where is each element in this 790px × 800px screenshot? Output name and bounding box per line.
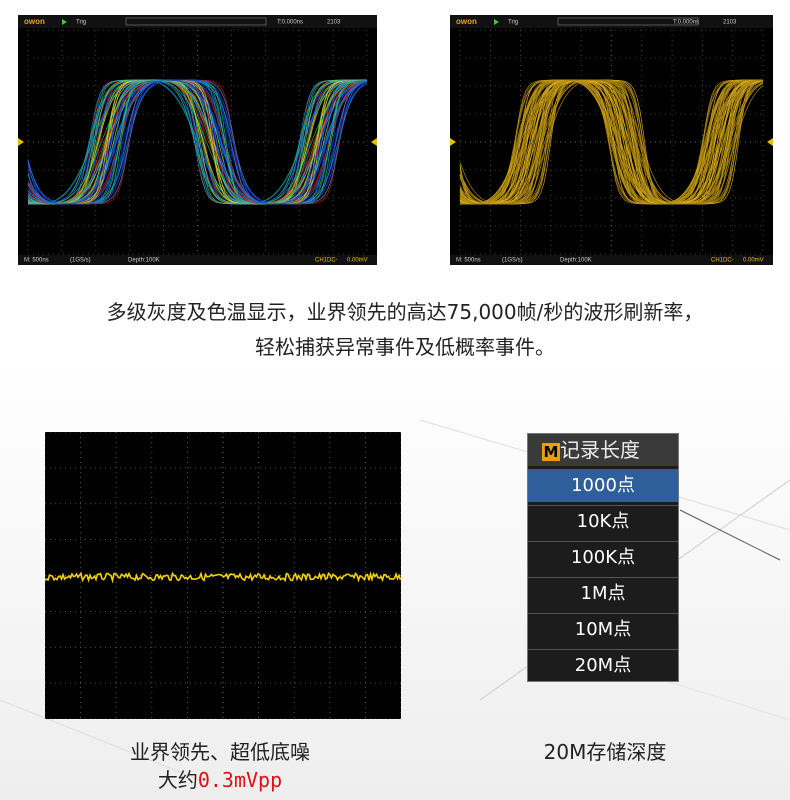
menu-icon: M bbox=[542, 443, 560, 461]
waveform-trace bbox=[460, 79, 763, 205]
waveform-trace bbox=[27, 79, 367, 205]
waveform-trace bbox=[459, 79, 763, 205]
waveform-trace bbox=[459, 79, 763, 205]
run-icon bbox=[494, 19, 499, 25]
waveform-trace bbox=[27, 79, 368, 205]
noise-trace bbox=[45, 570, 401, 584]
scope-screen: owon Trig T:0.000ns 2103 M: 500ns (1GS/s) Dept… bbox=[18, 15, 377, 265]
channel: CH1DC- bbox=[315, 258, 338, 264]
waveform-trace bbox=[459, 79, 764, 205]
timeline bbox=[125, 17, 267, 26]
noise-value: 0.3mVpp bbox=[197, 768, 283, 792]
run-icon bbox=[62, 19, 67, 25]
menu-item[interactable]: 20M点 bbox=[528, 649, 678, 681]
timebase: M: 500ns bbox=[24, 258, 49, 264]
depth-caption: 20M存储深度 bbox=[543, 740, 667, 764]
menu-item[interactable]: 10M点 bbox=[528, 613, 678, 646]
record-length-menu: M记录长度 1000点 10K点 100K点 1M点 10M点 20M点 bbox=[527, 433, 679, 682]
trig: Trig bbox=[508, 20, 518, 26]
time-offset: T:0.000ns bbox=[277, 20, 303, 26]
trigger-level: 0.00mV bbox=[743, 258, 764, 264]
scope-svg: owon Trig T:0.000ns 2103 M: 500ns (1GS/s) Dept… bbox=[18, 15, 377, 265]
waveform-trace bbox=[27, 79, 368, 205]
deco-line bbox=[679, 509, 781, 561]
scope-svg: owon Trig T:0.000ns 2103 M: 500ns (1GS/s) Dept… bbox=[450, 15, 773, 265]
brand: owon bbox=[456, 17, 477, 26]
timeline bbox=[557, 17, 699, 26]
trigger-marker bbox=[767, 138, 773, 146]
waveform-trace bbox=[27, 79, 368, 205]
scope-screen: owon Trig T:0.000ns 2103 M: 500ns (1GS/s) Dept… bbox=[450, 15, 773, 265]
waveform-trace bbox=[27, 79, 368, 205]
waveform-trace bbox=[459, 79, 763, 205]
noise-caption: 业界领先、超低底噪 bbox=[130, 740, 310, 764]
channel: CH1DC- bbox=[711, 258, 734, 264]
menu-item[interactable]: 100K点 bbox=[528, 541, 678, 574]
sample-rate: (1GS/s) bbox=[70, 258, 91, 264]
waveform-trace bbox=[459, 79, 764, 205]
trig: Trig bbox=[76, 20, 86, 26]
waveform-trace bbox=[459, 79, 764, 205]
counter: 2103 bbox=[723, 20, 737, 26]
noise-prefix: 大约 bbox=[157, 768, 198, 792]
waveform-trace bbox=[28, 79, 368, 205]
time-offset: T:0.000ns bbox=[673, 20, 699, 26]
waveform-trace bbox=[459, 79, 764, 205]
waveform-trace bbox=[27, 79, 368, 205]
waveform-trace bbox=[459, 79, 764, 205]
waveform-trace bbox=[27, 79, 367, 205]
channel-marker bbox=[18, 138, 24, 146]
caption-line: 轻松捕获异常事件及低概率事件。 bbox=[255, 335, 555, 359]
waveform-trace bbox=[27, 79, 368, 205]
menu-item[interactable]: 1M点 bbox=[528, 577, 678, 610]
bottom-bar bbox=[18, 255, 377, 265]
waveform-trace bbox=[27, 79, 368, 205]
deco-line bbox=[0, 699, 201, 781]
sample-rate: (1GS/s) bbox=[502, 258, 523, 264]
channel-marker bbox=[450, 138, 456, 146]
waveform-trace bbox=[459, 79, 764, 205]
waveform-trace bbox=[27, 79, 368, 205]
menu-header: M记录长度 bbox=[528, 434, 678, 466]
waveform-trace bbox=[27, 79, 368, 205]
caption-line: 多级灰度及色温显示，业界领先的高达75,000帧/秒的波形刷新率， bbox=[106, 300, 704, 324]
waveform-trace bbox=[459, 79, 764, 205]
waveform-trace bbox=[27, 79, 368, 205]
counter: 2103 bbox=[327, 20, 341, 26]
menu-title: 记录长度 bbox=[560, 438, 640, 462]
brand: owon bbox=[24, 17, 45, 26]
timebase: M: 500ns bbox=[456, 258, 481, 264]
noise-caption: 大约0.3mVpp bbox=[80, 764, 360, 793]
noise-scope bbox=[45, 432, 401, 719]
trigger-marker bbox=[371, 138, 377, 146]
top-bar bbox=[18, 15, 377, 28]
bottom-bar bbox=[450, 255, 773, 265]
waveform-trace bbox=[27, 79, 368, 205]
menu-item[interactable]: 1000点 bbox=[528, 469, 678, 502]
depth: Depth:100K bbox=[560, 258, 592, 264]
trigger-level: 0.00mV bbox=[347, 258, 368, 264]
menu-item[interactable]: 10K点 bbox=[528, 505, 678, 538]
depth: Depth:100K bbox=[128, 258, 160, 264]
